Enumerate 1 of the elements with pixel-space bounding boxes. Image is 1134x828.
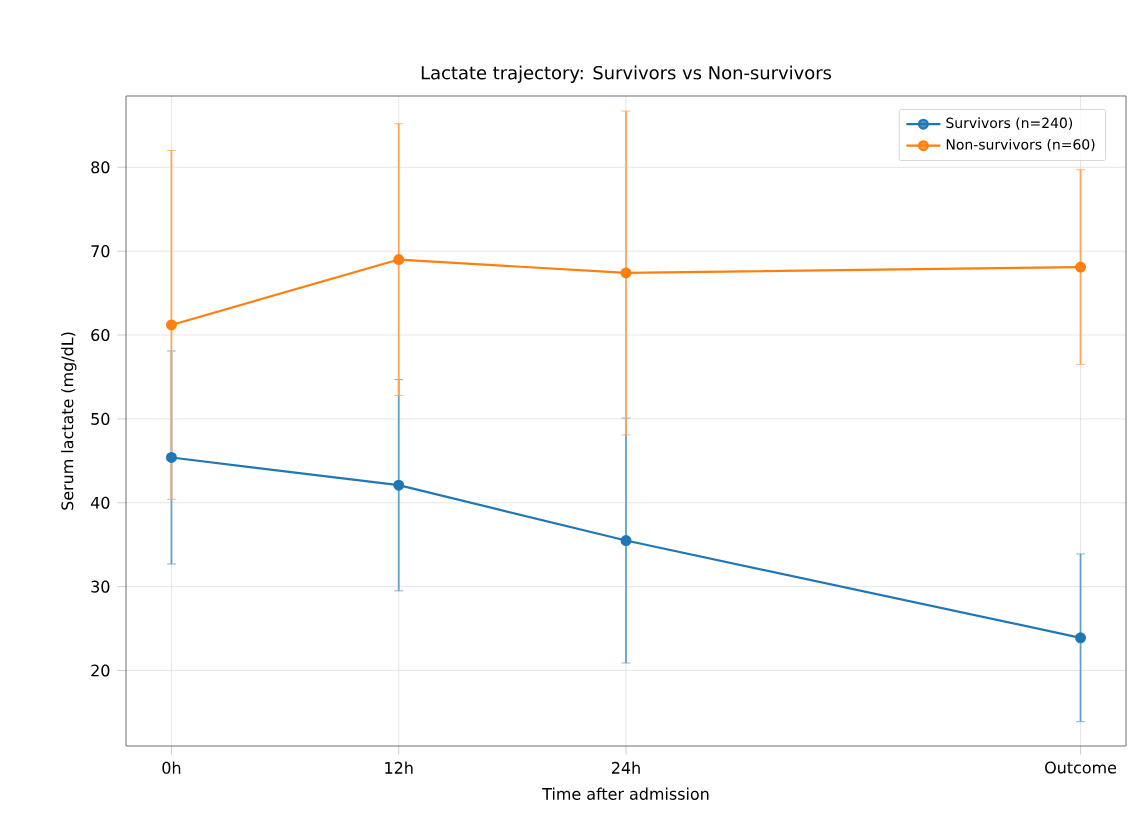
chart-title: Lactate trajectory: Survivors vs Non-survivors [421,65,832,83]
